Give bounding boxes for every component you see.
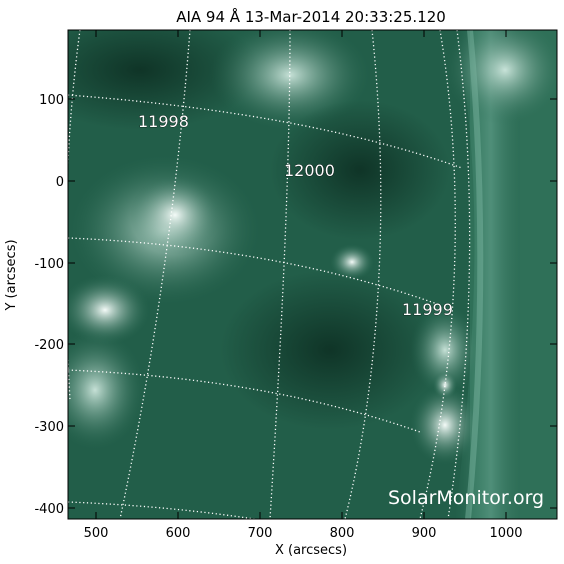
x-tick-label: 1000 bbox=[489, 526, 522, 541]
x-tick-label: 700 bbox=[248, 526, 273, 541]
x-tick-labels: 500 600 700 800 900 1000 bbox=[84, 526, 523, 541]
x-tick-label: 500 bbox=[84, 526, 109, 541]
x-axis bbox=[95, 30, 507, 519]
watermark: SolarMonitor.org bbox=[388, 487, 544, 509]
x-tick-label: 600 bbox=[166, 526, 191, 541]
plot-frame bbox=[67, 29, 558, 520]
region-label-12000: 12000 bbox=[284, 161, 335, 180]
y-tick-label: -100 bbox=[34, 257, 64, 272]
plot-title: AIA 94 Å 13-Mar-2014 20:33:25.120 bbox=[176, 7, 446, 26]
y-tick-label: -300 bbox=[34, 420, 64, 435]
y-tick-labels: 100 0 -100 -200 -300 -400 bbox=[34, 93, 64, 517]
x-tick-label: 800 bbox=[330, 526, 355, 541]
y-tick-label: 100 bbox=[39, 93, 64, 108]
y-tick-label: 0 bbox=[56, 175, 64, 190]
y-axis-label: Y (arcsecs) bbox=[4, 239, 19, 311]
y-axis bbox=[68, 98, 557, 509]
region-label-11999: 11999 bbox=[402, 300, 453, 319]
y-tick-label: -200 bbox=[34, 338, 64, 353]
x-axis-label: X (arcsecs) bbox=[275, 543, 347, 558]
y-tick-label: -400 bbox=[34, 502, 64, 517]
x-tick-label: 900 bbox=[412, 526, 437, 541]
coordinate-grid bbox=[68, 30, 471, 519]
aia-94-image: 11998 12000 11999 SolarMonitor.org bbox=[68, 30, 557, 519]
region-label-11998: 11998 bbox=[138, 112, 189, 131]
